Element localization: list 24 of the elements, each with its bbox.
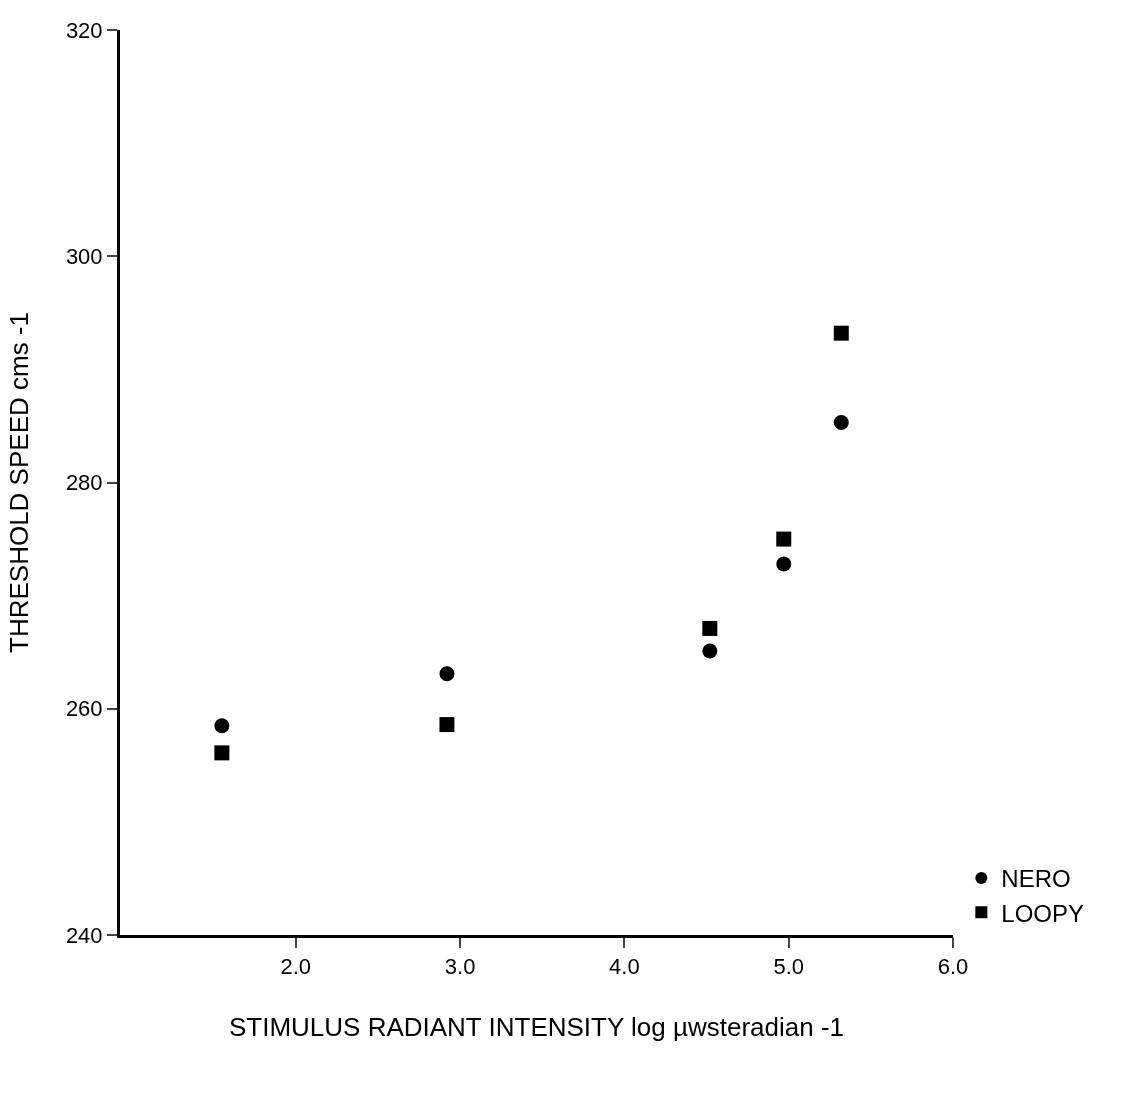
y-axis-title: THRESHOLD SPEED cms -1	[4, 312, 35, 653]
point	[776, 556, 792, 572]
y-tick-label: 240	[65, 922, 103, 948]
y-tick-label: 300	[65, 243, 103, 269]
x-tick-label: 6.0	[937, 954, 969, 980]
x-tick-label: 2.0	[280, 954, 312, 980]
y-tick-label: 320	[65, 17, 103, 43]
point	[439, 666, 455, 682]
point	[439, 717, 455, 733]
point	[214, 718, 230, 734]
x-tick-label: 4.0	[609, 954, 640, 980]
point	[833, 325, 849, 341]
y-tick-label: 280	[65, 470, 103, 496]
y-tick-label: 260	[65, 696, 103, 722]
point	[776, 531, 792, 547]
point	[702, 643, 718, 659]
point	[702, 620, 718, 636]
legend-label: LOOPY	[1001, 899, 1085, 927]
point	[214, 745, 230, 761]
point	[833, 415, 849, 431]
legend-label: NERO	[1001, 865, 1071, 893]
x-tick-label: 5.0	[773, 954, 804, 980]
x-axis-title: STIMULUS RADIANT INTENSITY log µwsteradian -1	[228, 1012, 845, 1043]
x-tick-label: 3.0	[444, 954, 476, 980]
